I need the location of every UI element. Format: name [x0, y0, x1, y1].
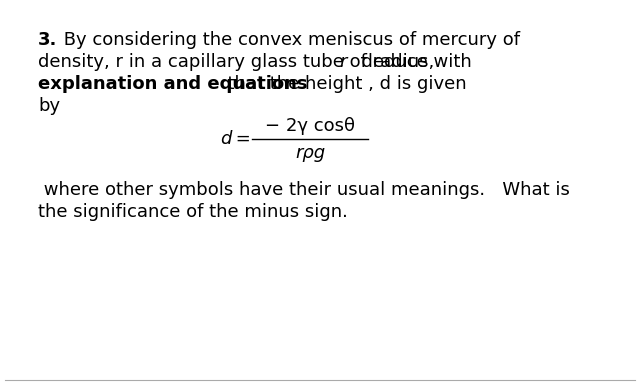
- Text: rρg: rρg: [295, 144, 325, 162]
- Text: where other symbols have their usual meanings.   What is: where other symbols have their usual mea…: [38, 181, 570, 199]
- Text: By considering the convex meniscus of mercury of: By considering the convex meniscus of me…: [58, 31, 520, 49]
- Text: by: by: [38, 97, 60, 115]
- Text: 3.: 3.: [38, 31, 58, 49]
- Text: − 2γ cosθ: − 2γ cosθ: [265, 117, 355, 135]
- Text: the significance of the minus sign.: the significance of the minus sign.: [38, 203, 348, 221]
- Text: explanation and equations: explanation and equations: [38, 75, 307, 93]
- Text: deduce with: deduce with: [350, 53, 472, 71]
- Text: d: d: [220, 130, 232, 148]
- Text: that the height , d is given: that the height , d is given: [216, 75, 467, 93]
- Text: r: r: [339, 53, 346, 71]
- Text: =: =: [230, 130, 251, 148]
- Text: density, r in a capillary glass tube of radius,: density, r in a capillary glass tube of …: [38, 53, 440, 71]
